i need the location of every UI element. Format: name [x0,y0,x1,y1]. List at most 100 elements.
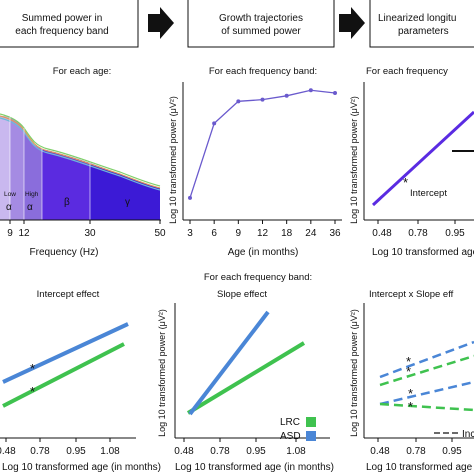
star-icon-1: * [406,354,411,369]
x-tick-label-9: 9 [236,228,242,239]
panel-interaction-title: Intercept x Slope eff [369,289,454,300]
x-tick-label-078: 0.78 [406,446,426,457]
data-point-9 [236,99,241,104]
panel-slope-title: Slope effect [217,289,267,300]
band-gamma [90,163,160,220]
trajectory-line [189,89,336,199]
panel-interaction-effect: Intercept x Slope eff Log 10 transformed… [349,289,474,473]
x-tick-label-095: 0.95 [66,446,86,457]
panel-intercept-effect: Intercept effect 0.48 0.78 0.95 1.08 * *… [0,289,161,473]
spectrum-trace-orange [0,115,161,189]
panel-linearized-xlabel: Log 10 transformed age (in [372,247,474,258]
band-label-low: Low [4,191,16,198]
x-tick-label-048: 0.48 [370,446,390,457]
header-box-1: Summed power in each frequency band [0,0,139,48]
star-icon-2: * [406,364,411,379]
x-tick-label-108: 1.08 [100,446,120,457]
intercept-star-icon: * [403,175,408,190]
data-point-24 [308,88,313,93]
header-box-3-line1: Linearized longitu [378,13,456,24]
legend-swatch-asd [306,431,316,441]
band-beta [42,149,90,220]
legend-swatch-lrc [306,417,316,427]
linear-fit-line [371,110,474,207]
star-icon-4: * [408,399,413,414]
band-high-alpha [24,130,42,220]
x-tick-label-048: 0.48 [372,228,392,239]
band-theta [0,116,10,220]
arrow-2-icon [339,7,365,39]
panel-interaction-xlabel: Log 10 transformed age [366,462,473,473]
x-tick-label-078: 0.78 [408,228,428,239]
legend-label-asd: ASD [280,431,301,442]
x-tick-label-12: 12 [18,228,30,239]
lrc-intercept-star-icon: * [30,384,35,399]
header-box-1-line1: Summed power in [22,13,103,24]
legend-partial-label: Inc [462,429,474,440]
x-tick-label-048: 0.48 [174,446,194,457]
data-point-36 [333,91,337,96]
band-label-high-alpha: α [27,202,33,213]
header-box-2: Growth trajectories of summed power [187,0,335,48]
panel-growth-title: For each frequency band: [209,66,317,77]
legend-label-lrc: LRC [280,417,300,428]
x-tick-label-095: 0.95 [442,446,462,457]
x-tick-label-095: 0.95 [445,228,465,239]
x-tick-label-50: 50 [154,228,166,239]
x-tick-label-30: 30 [84,228,96,239]
x-tick-label-048: 0.48 [0,446,16,457]
panel-linearized-ylabel: Log 10 transformed power (μV²) [349,96,359,224]
x-tick-label-078: 0.78 [30,446,50,457]
band-label-high: High [25,191,39,198]
panel-slope-ylabel: Log 10 transformed power (μV²) [157,309,167,437]
data-point-12 [260,97,265,102]
x-tick-label-3: 3 [187,228,193,239]
x-axis-label: Frequency (Hz) [30,247,99,258]
x-tick-label-078: 0.78 [210,446,230,457]
x-tick-label-095: 0.95 [246,446,266,457]
section-title: For each frequency band: [204,272,312,283]
x-tick-label-18: 18 [281,228,293,239]
panel-slope-effect: Slope effect Log 10 transformed power (μ… [157,289,334,473]
panel-intercept-xlabel: Log 10 transformed age (in months) [2,462,161,473]
header-box-2-line2: of summed power [221,26,301,37]
spectrum-trace-blue [0,117,161,191]
panel-spectrum-title: For each age: [53,66,112,77]
panel-spectrum: For each age: Low High α α β γ 9 12 30 5… [0,66,166,258]
asd-dashed-line-upper [379,340,474,379]
panel-slope-xlabel: Log 10 transformed age (in months) [175,462,334,473]
asd-dashed-line-lower [379,380,474,406]
data-point-18 [284,93,289,98]
star-icon-3: * [408,386,413,401]
band-low-alpha [10,117,24,220]
data-point-6 [212,121,217,126]
intercept-label: Intercept [410,188,447,199]
asd-intercept-star-icon: * [30,361,35,376]
header-box-3: Linearized longitu parameters [369,0,474,48]
band-label-beta: β [64,197,70,208]
arrow-1-icon [148,7,174,39]
x-tick-label-36: 36 [329,228,341,239]
panel-linearized: For each frequency Log 10 transformed po… [349,66,474,258]
lrc-dashed-line-upper [379,354,474,387]
lrc-line [186,341,306,415]
data-point-3 [188,195,192,200]
x-tick-label-12: 12 [257,228,269,239]
x-tick-label-24: 24 [305,228,317,239]
header-box-3-line2: parameters [398,26,449,37]
panel-growth-trajectory: For each frequency band: Log 10 transfor… [168,66,342,258]
legend: LRC ASD [280,417,316,442]
x-tick-label-6: 6 [211,228,217,239]
header-box-2-line1: Growth trajectories [219,13,303,24]
panel-growth-xlabel: Age (in months) [228,247,299,258]
panel-growth-ylabel: Log 10 transformed power (μV²) [168,96,178,224]
x-tick-label-108: 1.08 [286,446,306,457]
header-box-1-line2: each frequency band [15,26,108,37]
panel-interaction-ylabel: Log 10 transformed power (μV²) [349,309,359,437]
panel-linearized-title: For each frequency [366,66,448,77]
spectrum-trace-green [0,113,161,187]
asd-line [2,322,129,384]
band-label-low-alpha: α [6,202,12,213]
asd-line [188,310,270,416]
